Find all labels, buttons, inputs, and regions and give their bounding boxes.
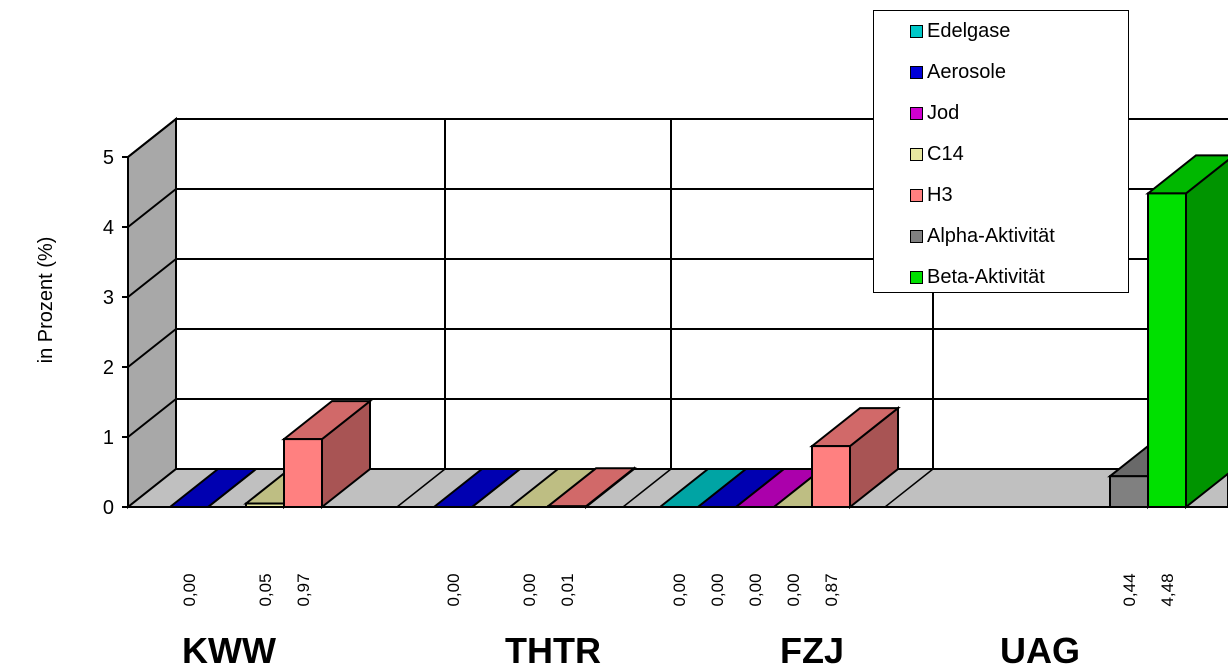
data-label: 4,48 bbox=[1158, 573, 1177, 606]
data-label: 0,44 bbox=[1120, 573, 1139, 606]
bar-side bbox=[1185, 158, 1228, 510]
bar-aerosole-thtr bbox=[431, 468, 523, 508]
y-tick-label: 5 bbox=[103, 147, 114, 169]
data-label: 0,00 bbox=[520, 573, 539, 606]
data-label: 0,00 bbox=[708, 573, 727, 606]
y-tick-label: 2 bbox=[103, 357, 114, 379]
legend-swatch bbox=[910, 147, 923, 161]
data-label: 0,00 bbox=[670, 573, 689, 606]
y-tick-label: 4 bbox=[103, 217, 114, 239]
category-label-thtr: THTR bbox=[505, 630, 601, 666]
data-label: 0,01 bbox=[558, 573, 577, 606]
data-label: 0,05 bbox=[256, 573, 275, 606]
legend-swatch bbox=[910, 24, 923, 38]
legend-label: C14 bbox=[927, 142, 964, 165]
legend-label: Jod bbox=[927, 101, 960, 124]
gridline-side bbox=[127, 188, 177, 228]
bar-aerosole-kww bbox=[167, 468, 259, 508]
legend-swatch bbox=[910, 188, 923, 202]
floor-divider bbox=[622, 468, 672, 508]
legend-item: Jod bbox=[910, 101, 959, 125]
legend-item: Edelgase bbox=[910, 19, 1010, 43]
chart-legend: Edelgase Aerosole Jod C14 H3 Alpha-Aktivität B… bbox=[873, 10, 1129, 293]
legend-label: Edelgase bbox=[927, 19, 1011, 42]
data-label: 0,00 bbox=[784, 573, 803, 606]
legend-item: Alpha-Aktivität bbox=[910, 224, 1055, 248]
y-tick-label: 1 bbox=[103, 427, 114, 449]
bar-beta-aktivit-t-uag bbox=[1145, 154, 1228, 510]
data-label: 0,87 bbox=[822, 573, 841, 606]
bar-h3-thtr bbox=[545, 466, 637, 510]
bar-front bbox=[1147, 192, 1187, 508]
floor-divider bbox=[884, 468, 934, 508]
floor-divider bbox=[396, 468, 446, 508]
legend-label: Alpha-Aktivität bbox=[927, 224, 1055, 247]
side-wall bbox=[127, 116, 177, 510]
bar-front bbox=[245, 502, 285, 508]
gridline-side bbox=[127, 258, 177, 298]
legend-label: H3 bbox=[927, 183, 953, 206]
legend-item: Aerosole bbox=[910, 60, 1006, 84]
bar-front bbox=[547, 505, 587, 508]
gridline-side bbox=[127, 118, 177, 158]
data-label: 0,97 bbox=[294, 573, 313, 606]
bar-top bbox=[431, 468, 523, 508]
y-axis-label: in Prozent (%) bbox=[35, 237, 57, 364]
category-label-fzj: FZJ bbox=[780, 630, 844, 666]
gridline-side bbox=[127, 398, 177, 438]
data-label: 0,00 bbox=[180, 573, 199, 606]
legend-label: Beta-Aktivität bbox=[927, 265, 1045, 288]
legend-label: Aerosole bbox=[927, 60, 1006, 83]
gridline-side bbox=[127, 328, 177, 368]
category-label-uag: UAG bbox=[1000, 630, 1080, 666]
legend-swatch bbox=[910, 106, 923, 120]
data-label: 0,00 bbox=[746, 573, 765, 606]
bar-front bbox=[1109, 475, 1149, 509]
legend-swatch bbox=[910, 229, 923, 243]
bar-h3-fzj bbox=[809, 406, 901, 510]
bar-front bbox=[811, 445, 851, 509]
y-tick-label: 3 bbox=[103, 287, 114, 309]
bar-top bbox=[167, 468, 259, 508]
legend-item: Beta-Aktivität bbox=[910, 265, 1045, 289]
data-label: 0,00 bbox=[444, 573, 463, 606]
legend-item: H3 bbox=[910, 183, 953, 207]
legend-swatch bbox=[910, 65, 923, 79]
y-tick-label: 0 bbox=[103, 497, 114, 519]
legend-swatch bbox=[910, 270, 923, 284]
legend-item: C14 bbox=[910, 142, 964, 166]
bar-h3-kww bbox=[281, 399, 373, 510]
category-label-kww: KWW bbox=[182, 630, 276, 666]
bar-front bbox=[283, 438, 323, 509]
